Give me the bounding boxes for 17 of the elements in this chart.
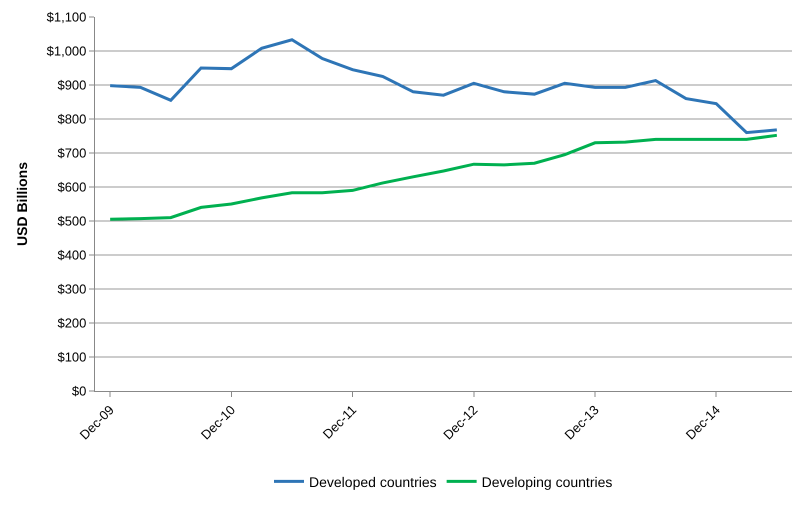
legend-label: Developing countries: [482, 474, 612, 490]
y-axis-title: USD Billions: [14, 162, 30, 246]
y-tick-label: $800: [57, 112, 86, 127]
y-tick-label: $600: [57, 180, 86, 195]
y-tick-label: $0: [72, 384, 86, 399]
y-tick-label: $900: [57, 78, 86, 93]
y-tick-label: $100: [57, 350, 86, 365]
y-tick-label: $200: [57, 316, 86, 331]
line-series: [108, 134, 778, 221]
line-series: [108, 38, 778, 134]
y-tick-label: $700: [57, 146, 86, 161]
y-tick-label: $1,100: [46, 10, 86, 25]
y-tick-label: $300: [57, 282, 86, 297]
y-tick-label: $400: [57, 248, 86, 263]
legend-label: Developed countries: [309, 474, 437, 490]
y-tick-label: $500: [57, 214, 86, 229]
y-tick-label: $1,000: [46, 44, 86, 59]
